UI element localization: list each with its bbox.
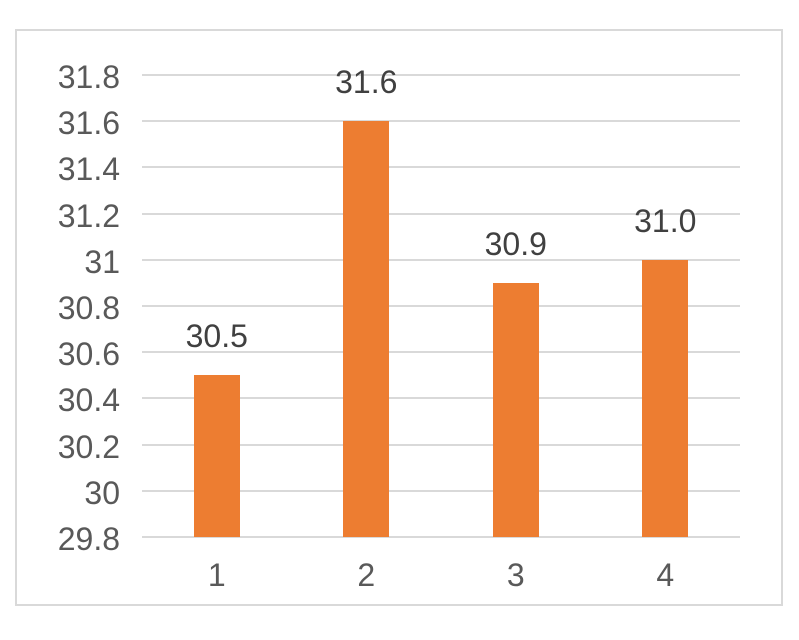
labels-layer: 31.8 31.6 31.4 31.2 31 30.8 30.6 30.4 30.2 30 29.8… bbox=[17, 31, 781, 604]
x-axis-tick-label: 4 bbox=[656, 557, 675, 593]
data-label: 30.5 bbox=[185, 318, 248, 355]
gridline bbox=[142, 397, 740, 400]
data-label: 30.9 bbox=[484, 225, 547, 262]
chart-frame: 31.8 31.6 31.4 31.2 31 30.8 30.6 30.4 30.2 30 29.8… bbox=[15, 29, 783, 606]
data-label: 31.0 bbox=[634, 202, 697, 239]
gridline bbox=[142, 120, 740, 123]
bar-category-2 bbox=[343, 121, 390, 537]
y-axis-tick-label: 31.2 bbox=[57, 197, 120, 234]
x-axis-tick-label: 3 bbox=[506, 557, 525, 593]
gridline bbox=[142, 443, 740, 446]
x-axis-tick-label: 2 bbox=[357, 557, 376, 593]
y-axis-tick-label: 31.4 bbox=[57, 151, 120, 188]
gridline bbox=[142, 536, 740, 538]
bar-category-3 bbox=[492, 282, 539, 537]
gridline bbox=[142, 351, 740, 354]
y-axis-tick-label: 30.8 bbox=[57, 290, 120, 326]
y-axis-tick-label: 31.6 bbox=[57, 105, 120, 142]
gridlines-layer bbox=[17, 31, 781, 604]
bars-layer bbox=[17, 31, 781, 604]
x-axis-tick-label: 1 bbox=[207, 557, 226, 593]
data-label: 31.6 bbox=[335, 64, 398, 101]
bar-category-4 bbox=[642, 259, 689, 537]
gridline bbox=[142, 305, 740, 307]
y-axis-tick-label: 30.2 bbox=[57, 428, 120, 465]
gridline bbox=[142, 166, 740, 169]
y-axis-tick-label: 29.8 bbox=[57, 521, 120, 557]
gridline bbox=[142, 258, 740, 261]
y-axis-tick-label: 30.6 bbox=[57, 336, 120, 373]
gridline bbox=[142, 74, 740, 76]
y-axis-tick-label: 30.4 bbox=[57, 382, 120, 419]
y-axis-tick-label: 31.8 bbox=[57, 59, 120, 95]
y-axis-tick-label: 30 bbox=[84, 474, 120, 511]
gridline bbox=[142, 489, 740, 492]
bar-category-1 bbox=[193, 375, 240, 537]
y-axis-tick-label: 31 bbox=[84, 243, 120, 280]
gridline bbox=[142, 212, 740, 215]
